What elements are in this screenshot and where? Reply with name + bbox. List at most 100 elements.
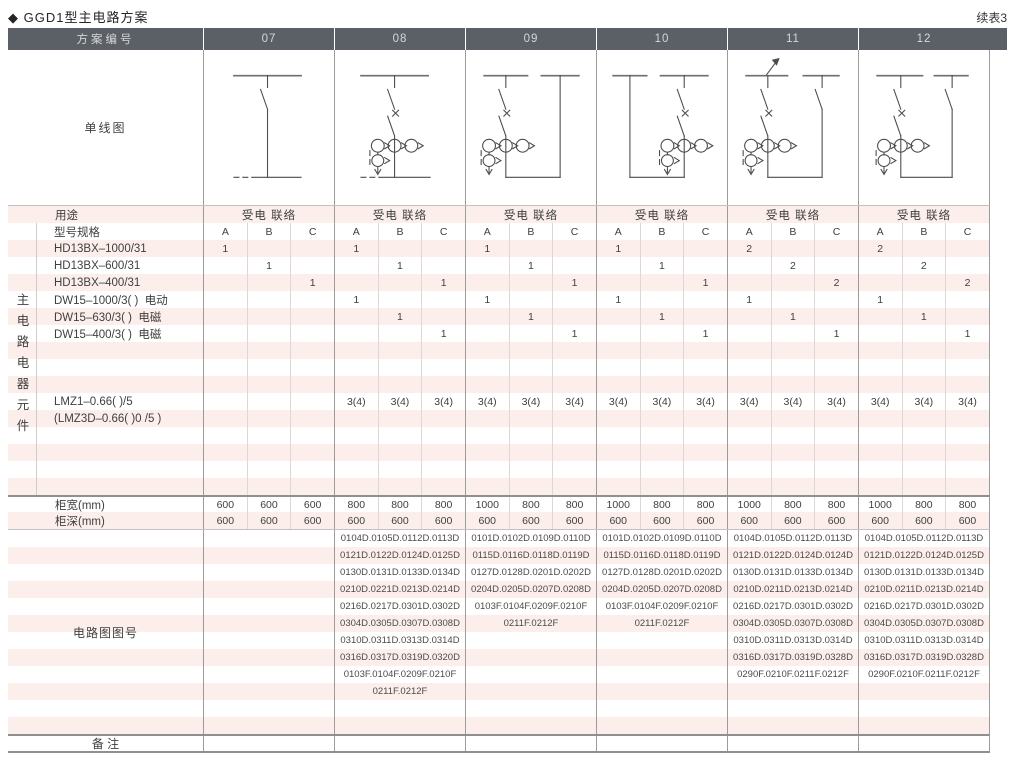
qty-cell <box>595 410 640 427</box>
qty-cell <box>290 410 334 427</box>
circuit-no-cell: 0130D.0131D.0133D.0134D <box>858 564 989 581</box>
qty-cell: 2 <box>857 240 902 257</box>
device-row: DW15–400/3( ) 电磁 1 1 1 1 1 <box>8 325 990 342</box>
qty-cell <box>595 325 640 342</box>
single-line-diagram-cell-12 <box>858 50 989 205</box>
device-row: HD13BX–600/31 1 1 1 1 2 2 <box>8 257 990 274</box>
remark-cell-07 <box>203 736 334 751</box>
qty-cell <box>552 427 596 444</box>
device-row <box>8 342 990 359</box>
device-name-label <box>37 376 203 393</box>
qty-cell <box>770 291 815 308</box>
qty-cell <box>203 274 247 291</box>
qty-cell <box>464 427 509 444</box>
qty-cell: 3(4) <box>464 393 509 410</box>
device-name-label: DW15–1000/3( ) 电动 <box>54 294 168 307</box>
single-line-diagram-08 <box>360 74 431 178</box>
page-title: ◆ GGD1型主电路方案 <box>8 10 149 25</box>
qty-cell <box>552 376 596 393</box>
qty-cell <box>377 478 422 495</box>
spec-label: 型号规格 <box>54 226 100 239</box>
spec-subcol-header: C <box>945 223 989 240</box>
circuit-no-cell: 0310D.0311D.0313D.0314D <box>858 632 989 649</box>
qty-cell <box>857 461 902 478</box>
circuit-no-line: 0103F.0104F.0209F.0210F 0290F.0210F.0211F… <box>8 666 990 683</box>
qty-cell <box>814 240 858 257</box>
qty-cell: 1 <box>639 308 684 325</box>
qty-cell <box>508 461 553 478</box>
qty-cell <box>290 359 334 376</box>
qty-cell <box>595 342 640 359</box>
single-line-diagram-07 <box>233 74 302 178</box>
circuit-no-cell <box>596 717 727 734</box>
single-line-diagram-10 <box>612 74 714 178</box>
qty-cell <box>333 376 378 393</box>
qty-cell <box>901 410 946 427</box>
dimension-cell: 600 <box>246 497 291 512</box>
qty-cell <box>377 410 422 427</box>
qty-cell: 3(4) <box>377 393 422 410</box>
qty-cell: 1 <box>901 308 946 325</box>
single-line-diagram-row: 单线图 <box>8 50 990 206</box>
qty-cell <box>945 427 989 444</box>
dimension-cell: 600 <box>464 512 509 529</box>
qty-cell <box>857 325 902 342</box>
device-row <box>8 427 990 444</box>
dimension-cell: 600 <box>290 497 334 512</box>
circuit-no-cell <box>203 547 334 564</box>
qty-cell: 3(4) <box>945 393 989 410</box>
dimension-cell: 800 <box>377 497 422 512</box>
qty-cell <box>726 257 771 274</box>
qty-cell <box>246 376 291 393</box>
qty-cell: 3(4) <box>639 393 684 410</box>
qty-cell <box>377 240 422 257</box>
qty-cell <box>814 478 858 495</box>
circuit-no-line: 0216D.0217D.0301D.0302D 0103F.0104F.0209F… <box>8 598 990 615</box>
circuit-no-cell: 0103F.0104F.0209F.0210F <box>334 666 465 683</box>
qty-cell <box>333 257 378 274</box>
qty-cell <box>945 240 989 257</box>
qty-cell: 1 <box>333 291 378 308</box>
device-name-label <box>37 359 203 376</box>
dimension-cell: 600 <box>901 512 946 529</box>
qty-cell <box>595 478 640 495</box>
qty-cell <box>683 461 727 478</box>
qty-cell <box>945 359 989 376</box>
usage-cell: 受电 联络 <box>203 206 334 223</box>
side-label-strip <box>8 478 37 495</box>
qty-cell: 1 <box>377 308 422 325</box>
qty-cell <box>726 376 771 393</box>
dimension-cell: 600 <box>857 512 902 529</box>
qty-cell <box>508 342 553 359</box>
qty-cell <box>901 461 946 478</box>
usage-cell: 受电 联络 <box>727 206 858 223</box>
qty-cell <box>726 444 771 461</box>
scheme-header-row: 方案编号 07 08 09 10 11 12 <box>8 28 1007 50</box>
qty-cell <box>945 291 989 308</box>
dimension-cell: 1000 <box>464 497 509 512</box>
remark-cell-08 <box>334 736 465 751</box>
qty-cell <box>726 461 771 478</box>
spec-subcol-header: A <box>464 223 509 240</box>
circuit-no-cell <box>203 598 334 615</box>
side-label-strip <box>8 274 37 291</box>
qty-cell <box>333 427 378 444</box>
qty-cell <box>639 240 684 257</box>
circuit-no-cell: 0130D.0131D.0133D.0134D <box>334 564 465 581</box>
circuit-no-cell: 0127D.0128D.0201D.0202D <box>596 564 727 581</box>
qty-cell <box>945 342 989 359</box>
side-label-strip <box>8 444 37 461</box>
device-row <box>8 478 990 495</box>
qty-cell <box>552 461 596 478</box>
qty-cell <box>464 444 509 461</box>
qty-cell <box>377 291 422 308</box>
dimension-cell: 800 <box>770 497 815 512</box>
circuit-no-cell <box>596 666 727 683</box>
circuit-no-line: 0121D.0122D.0124D.0125D 0115D.0116D.0118D… <box>8 547 990 564</box>
qty-cell <box>857 359 902 376</box>
spec-subcol-header: B <box>246 223 291 240</box>
qty-cell <box>552 342 596 359</box>
dimension-cell: 1000 <box>726 497 771 512</box>
side-label-strip <box>8 393 37 410</box>
device-row: DW15–1000/3( ) 电动 1 1 1 1 1 <box>8 291 990 308</box>
